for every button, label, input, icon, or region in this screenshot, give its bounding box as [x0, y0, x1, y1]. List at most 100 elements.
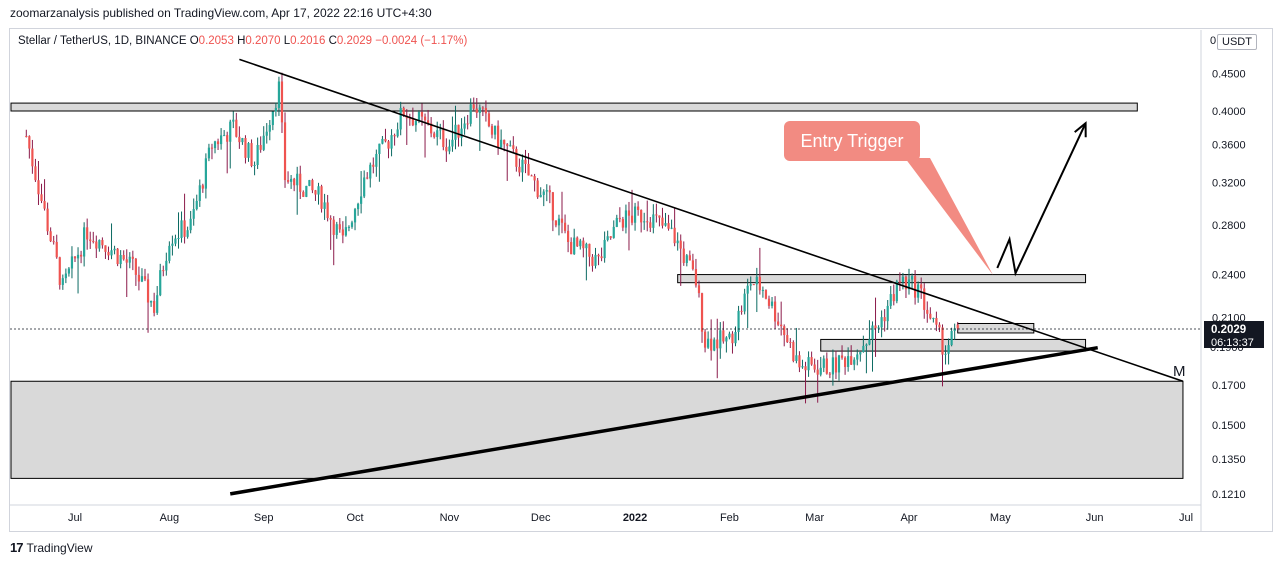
- candle-body: [761, 290, 765, 292]
- chart-frame[interactable]: [9, 28, 1273, 532]
- candle-body: [822, 358, 825, 368]
- candle-body: [387, 141, 390, 149]
- candle-body: [299, 173, 302, 192]
- candle-body: [640, 209, 643, 223]
- candle-body: [764, 290, 768, 299]
- candle-body: [837, 355, 841, 373]
- candle-body: [591, 256, 594, 266]
- sr-zone: [10, 380, 1184, 479]
- candle-body: [466, 123, 469, 125]
- candle-body: [691, 260, 694, 270]
- candle-body: [229, 121, 232, 142]
- candle-body: [192, 209, 195, 219]
- candle-body: [496, 125, 500, 148]
- candle-body: [174, 238, 177, 244]
- candle-body: [159, 270, 162, 296]
- descending-trendline[interactable]: [239, 58, 1184, 383]
- candle-body: [238, 136, 241, 143]
- candle-body: [232, 119, 235, 122]
- candle-body: [588, 243, 591, 257]
- candle-body: [783, 326, 786, 336]
- candle-body: [296, 173, 299, 186]
- candle-body: [204, 158, 207, 189]
- candle-body: [235, 119, 238, 137]
- candle-body: [673, 227, 676, 244]
- candle-body: [64, 273, 67, 279]
- candle-body: [180, 220, 183, 238]
- candle-body: [286, 180, 290, 182]
- candle-body: [646, 221, 649, 223]
- candle-body: [950, 330, 953, 346]
- candle-body: [253, 165, 256, 167]
- candle-body: [244, 138, 247, 158]
- candle-body: [560, 218, 564, 223]
- candle-body: [877, 327, 880, 329]
- candle-body: [119, 254, 122, 265]
- candle-body: [920, 284, 923, 289]
- candle-body: [186, 230, 189, 237]
- currency-unit-button[interactable]: USDT: [1217, 34, 1257, 50]
- close-value: 0.2029: [336, 35, 373, 47]
- candle-body: [402, 107, 405, 116]
- candle-body: [868, 339, 871, 345]
- candle-body: [411, 118, 414, 126]
- candle-body: [810, 357, 813, 365]
- candle-body: [710, 338, 713, 351]
- candle-body: [582, 240, 585, 249]
- candle-body: [423, 116, 427, 121]
- candle-body: [113, 248, 116, 251]
- candle-body: [463, 123, 466, 129]
- candle-body: [795, 355, 798, 362]
- candle-body: [746, 285, 749, 294]
- candle-body: [490, 126, 494, 135]
- candle-body: [302, 191, 305, 197]
- candle-body: [134, 258, 137, 275]
- candle-body: [189, 218, 192, 231]
- candle-body: [61, 278, 64, 285]
- candle-body: [725, 337, 728, 342]
- candle-body: [792, 342, 795, 362]
- candle-body: [195, 200, 198, 210]
- candle-body: [393, 135, 396, 137]
- candle-body: [913, 276, 917, 298]
- candle-body: [363, 177, 366, 197]
- candle-body: [664, 223, 667, 226]
- y-tick-label: 0.1350: [1212, 454, 1246, 466]
- candle-body: [618, 217, 621, 220]
- candle-body: [570, 242, 573, 255]
- x-tick-label: Sep: [254, 512, 274, 524]
- candle-body: [929, 313, 932, 319]
- projection-path[interactable]: [996, 122, 1087, 277]
- candle-body: [755, 276, 758, 285]
- callout-box: [784, 121, 920, 161]
- candle-body: [731, 333, 734, 344]
- candle-body: [889, 294, 892, 306]
- candle-body: [58, 257, 61, 285]
- candle-body: [448, 146, 451, 152]
- candle-body: [143, 276, 147, 280]
- candle-body: [871, 325, 874, 340]
- candle-body: [694, 269, 698, 286]
- candle-body: [335, 224, 338, 235]
- candle-body: [670, 227, 673, 229]
- candle-body: [171, 243, 174, 246]
- time-axis: Jul Aug Sep Oct Nov Dec 2022 Feb Mar Apr May Jun Jul: [68, 512, 1193, 524]
- candle-body: [408, 118, 411, 120]
- candle-body: [323, 202, 326, 209]
- candle-body: [542, 191, 545, 195]
- candle-body: [98, 239, 101, 249]
- candle-body: [86, 227, 89, 240]
- candle-body: [834, 357, 838, 373]
- candle-body: [923, 288, 926, 310]
- candle-body: [840, 355, 844, 358]
- candle-body: [859, 352, 862, 355]
- published-header: zoomarzanalysis published on TradingView…: [10, 6, 432, 20]
- candle-body: [874, 325, 877, 329]
- candle-body: [274, 107, 277, 112]
- candle-body: [789, 342, 792, 344]
- candle-body: [941, 327, 944, 355]
- candle-body: [606, 236, 609, 240]
- candle-body: [700, 293, 704, 332]
- ascending-trendline[interactable]: [229, 345, 1099, 496]
